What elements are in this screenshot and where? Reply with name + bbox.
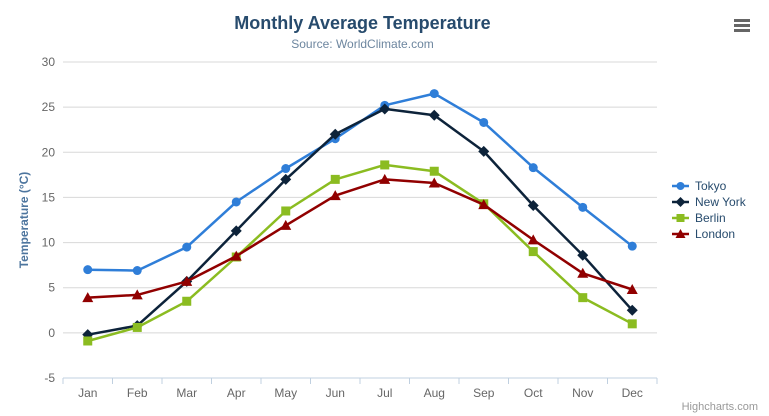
x-axis-label: Aug (424, 386, 445, 400)
chart-title: Monthly Average Temperature (234, 13, 491, 33)
marker-london-dec[interactable] (626, 284, 638, 295)
legend-symbol-marker (675, 197, 686, 207)
marker-new-york-jul[interactable] (379, 103, 391, 115)
legend: Tokyo New York Berlin London (672, 178, 746, 242)
x-axis-label: Jun (326, 386, 345, 400)
legend-label-london: London (695, 227, 736, 241)
legend-item-tokyo[interactable]: Tokyo (672, 178, 746, 194)
legend-item-london[interactable]: London (672, 226, 746, 242)
marker-berlin-nov[interactable] (578, 293, 588, 303)
y-axis-tick-label: 0 (48, 326, 55, 340)
x-axis-label: Nov (572, 386, 593, 400)
legend-label-new-york: New York (695, 195, 746, 209)
marker-london-oct[interactable] (527, 234, 539, 245)
legend-label-berlin: Berlin (695, 211, 726, 225)
y-axis-tick-label: 30 (42, 55, 56, 69)
marker-new-york-oct[interactable] (527, 200, 539, 212)
hamburger-menu-icon (733, 18, 751, 32)
series-line-berlin (86, 163, 634, 343)
marker-london-jan[interactable] (82, 292, 94, 303)
marker-tokyo-apr[interactable] (231, 197, 241, 207)
legend-symbol-marker (676, 214, 685, 222)
x-axis-label: Sep (473, 386, 495, 400)
marker-berlin-jul[interactable] (380, 160, 390, 170)
legend-symbol-marker (675, 229, 686, 238)
marker-new-york-aug[interactable] (428, 109, 440, 121)
marker-london-aug[interactable] (428, 177, 440, 188)
y-axis-tick-label: -5 (44, 371, 55, 385)
marker-tokyo-nov[interactable] (578, 202, 588, 212)
legend-label-tokyo: Tokyo (695, 179, 727, 193)
x-axis-label: Feb (127, 386, 148, 400)
legend-item-new-york[interactable]: New York (672, 194, 746, 210)
marker-new-york-sep[interactable] (478, 145, 490, 157)
marker-london-nov[interactable] (577, 267, 589, 278)
marker-new-york-may[interactable] (280, 173, 292, 185)
legend-symbol-circle-icon (672, 182, 689, 190)
marker-london-mar[interactable] (181, 275, 193, 286)
x-axis-label: Mar (176, 386, 197, 400)
x-axis-label: Dec (622, 386, 643, 400)
x-axis-label: Oct (524, 386, 543, 400)
x-axis-label: Jan (78, 386, 97, 400)
legend-symbol-marker (676, 182, 685, 190)
legend-symbol-diamond-icon (672, 197, 689, 207)
marker-london-sep[interactable] (478, 199, 490, 210)
y-axis-tick-label: 15 (42, 190, 56, 204)
series-line-london (86, 178, 634, 299)
marker-berlin-dec[interactable] (627, 319, 637, 329)
marker-tokyo-sep[interactable] (479, 117, 489, 127)
y-axis-tick-label: 5 (48, 281, 55, 295)
marker-new-york-dec[interactable] (626, 304, 638, 316)
marker-berlin-jan[interactable] (83, 336, 93, 346)
x-axis-label: May (274, 386, 297, 400)
marker-tokyo-feb[interactable] (132, 266, 142, 276)
marker-tokyo-aug[interactable] (429, 89, 439, 99)
marker-new-york-nov[interactable] (577, 249, 589, 261)
y-axis-tick-label: 10 (42, 236, 56, 250)
marker-tokyo-mar[interactable] (182, 242, 192, 252)
x-axis-label: Jul (377, 386, 392, 400)
chart-subtitle: Source: WorldClimate.com (291, 37, 434, 51)
marker-london-jul[interactable] (379, 173, 391, 184)
y-axis-title: Temperature (°C) (17, 172, 31, 269)
marker-berlin-mar[interactable] (182, 296, 192, 306)
marker-tokyo-jan[interactable] (83, 265, 93, 275)
legend-item-berlin[interactable]: Berlin (672, 210, 746, 226)
highcharts-credit-link[interactable]: Highcharts.com (681, 401, 758, 413)
x-axis-label: Apr (227, 386, 246, 400)
marker-tokyo-dec[interactable] (627, 241, 637, 251)
marker-london-apr[interactable] (230, 250, 242, 261)
marker-berlin-aug[interactable] (429, 166, 439, 176)
y-axis-tick-label: 20 (42, 145, 56, 159)
marker-tokyo-oct[interactable] (528, 163, 538, 173)
marker-berlin-oct[interactable] (528, 247, 538, 257)
marker-london-feb[interactable] (131, 289, 143, 300)
marker-london-jun[interactable] (329, 190, 341, 201)
marker-berlin-feb[interactable] (132, 322, 142, 332)
series-line-new-york (86, 107, 634, 336)
marker-new-york-apr[interactable] (230, 225, 242, 237)
marker-new-york-jun[interactable] (329, 128, 341, 140)
legend-symbol-square-icon (672, 214, 689, 222)
marker-tokyo-may[interactable] (281, 164, 291, 174)
legend-symbol-triangle-icon (672, 229, 689, 238)
y-axis-tick-label: 25 (42, 100, 56, 114)
marker-london-may[interactable] (280, 219, 292, 230)
chart-context-menu-button[interactable] (729, 14, 755, 38)
marker-berlin-jun[interactable] (330, 174, 340, 184)
marker-berlin-may[interactable] (281, 206, 291, 216)
